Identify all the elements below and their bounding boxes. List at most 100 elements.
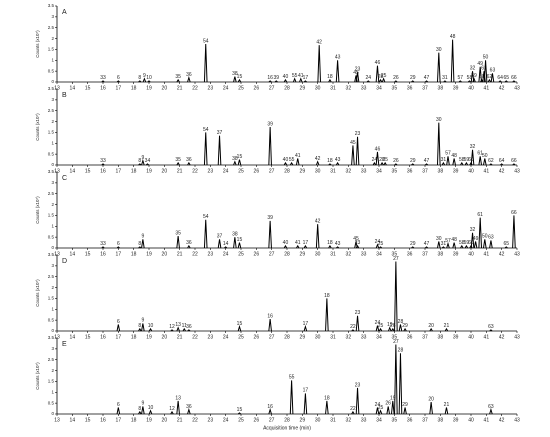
peak: [101, 163, 105, 166]
peak-label: 39: [273, 75, 279, 81]
peak: [398, 324, 403, 332]
peak: [351, 145, 355, 166]
x-tick-label: 20: [162, 85, 168, 91]
peak: [504, 246, 508, 249]
peak: [268, 319, 272, 332]
peak-label: 36: [186, 404, 192, 410]
x-tick-label: 27: [269, 417, 275, 423]
peak-label: 57: [457, 75, 463, 81]
peak: [217, 239, 222, 249]
x-tick-label: 31: [330, 251, 336, 257]
peak-label: 18: [327, 240, 333, 246]
peak-label: 9: [143, 73, 146, 79]
x-tick-label: 28: [284, 85, 290, 91]
peak: [464, 161, 469, 166]
x-tick-label: 27: [269, 334, 275, 340]
x-tick-label: 18: [131, 168, 137, 174]
peak-label: 41: [295, 153, 301, 159]
x-tick-label: 43: [514, 85, 520, 91]
peak-label: 42: [316, 39, 322, 45]
y-tick-label: 3: [51, 346, 54, 351]
x-tick-label: 23: [208, 417, 214, 423]
peak: [274, 80, 278, 83]
x-tick-label: 22: [192, 251, 198, 257]
peak: [237, 324, 242, 332]
peak-label: 38: [232, 231, 238, 237]
y-tick-label: 3.5: [48, 335, 55, 340]
peak-label: 16: [267, 75, 273, 81]
peak: [437, 241, 441, 249]
x-tick-label: 23: [208, 251, 214, 257]
peak: [101, 246, 105, 249]
x-tick-label: 42: [499, 417, 505, 423]
x-tick-label: 29: [300, 251, 306, 257]
peak-label: 14: [223, 241, 229, 247]
peak-label: 17: [303, 321, 309, 327]
peak-label: 17: [303, 240, 309, 246]
x-tick-label: 38: [438, 85, 444, 91]
x-tick-label: 13: [54, 85, 60, 91]
peak: [268, 220, 272, 249]
peak-label: 66: [511, 210, 517, 216]
y-tick-label: 3: [51, 180, 54, 185]
x-tick-label: 16: [100, 168, 106, 174]
panel-label: D: [62, 258, 67, 265]
y-tick-label: 1: [51, 306, 54, 311]
peak-label: 45: [353, 236, 359, 242]
x-tick-label: 38: [438, 417, 444, 423]
x-tick-label: 25: [238, 334, 244, 340]
peak: [464, 244, 469, 249]
peak-label: 46: [375, 60, 381, 66]
peak: [355, 72, 360, 83]
x-tick-label: 24: [223, 251, 229, 257]
x-tick-label: 35: [392, 417, 398, 423]
x-tick-label: 35: [392, 251, 398, 257]
peak: [355, 136, 360, 166]
peak-label: 55: [289, 157, 295, 163]
x-tick-label: 40: [468, 85, 474, 91]
peak: [512, 163, 516, 166]
x-tick-label: 38: [438, 168, 444, 174]
peak: [116, 324, 121, 332]
peak-label: 15: [237, 237, 243, 243]
x-tick-label: 15: [85, 417, 91, 423]
y-tick-label: 1: [51, 57, 54, 62]
peak: [176, 236, 180, 249]
x-tick-label: 21: [177, 334, 183, 340]
peak: [366, 80, 370, 83]
peak: [398, 353, 403, 415]
peak: [315, 224, 320, 249]
peak: [182, 327, 186, 332]
y-tick-label: 2: [51, 119, 54, 124]
y-tick-label: 1.5: [48, 130, 55, 135]
x-tick-label: 41: [484, 251, 490, 257]
x-tick-label: 22: [192, 168, 198, 174]
x-tick-label: 17: [116, 417, 122, 423]
peak: [328, 78, 332, 83]
peak-label: 49: [473, 236, 479, 242]
peak-label: 55: [292, 73, 298, 79]
panel-label: A: [62, 9, 67, 16]
peak-label: 26: [393, 75, 399, 81]
peak: [289, 380, 294, 415]
y-axis-label: Counts (x10⁷): [35, 362, 40, 390]
peak: [443, 80, 447, 83]
peak: [187, 407, 191, 415]
x-tick-label: 20: [162, 251, 168, 257]
peak-label: 18: [324, 293, 330, 299]
x-tick-label: 33: [361, 334, 367, 340]
peak: [335, 246, 340, 249]
peak-label: 37: [217, 130, 223, 136]
peak: [489, 329, 493, 332]
peak-label: 42: [315, 218, 321, 224]
peak-label: 57: [445, 151, 451, 157]
peak-label: 58: [467, 75, 473, 81]
peak-label: 29: [402, 323, 408, 329]
peak-label: 12: [169, 406, 175, 412]
peak-label: 63: [488, 404, 494, 410]
peak-label: 61: [481, 65, 487, 71]
peak: [217, 135, 222, 166]
x-tick-label: 30: [315, 168, 321, 174]
x-tick-label: 33: [361, 417, 367, 423]
peak: [450, 39, 455, 83]
